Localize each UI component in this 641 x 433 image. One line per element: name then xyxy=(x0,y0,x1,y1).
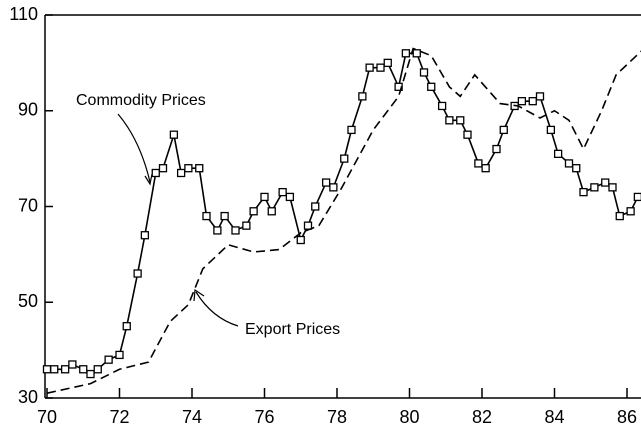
annotation-arrowhead xyxy=(193,288,205,302)
point xyxy=(140,231,150,240)
point xyxy=(260,192,269,202)
point xyxy=(546,125,556,135)
point xyxy=(42,365,52,374)
point xyxy=(365,63,374,72)
y-tick-label: 110 xyxy=(9,4,38,24)
annotation-arrowhead xyxy=(144,173,153,186)
point xyxy=(184,164,193,173)
point xyxy=(303,221,313,230)
point xyxy=(267,207,276,216)
point xyxy=(553,149,563,158)
point xyxy=(608,183,617,192)
point xyxy=(296,235,305,245)
annotation-arrow xyxy=(117,113,151,183)
point xyxy=(176,168,186,178)
point xyxy=(601,178,610,187)
y-tick-label: 70 xyxy=(18,195,38,215)
point xyxy=(412,49,421,58)
point xyxy=(242,221,251,230)
point xyxy=(535,92,545,101)
point xyxy=(419,68,429,77)
point xyxy=(93,365,102,374)
point xyxy=(122,322,131,331)
x-tick-label: 84 xyxy=(544,407,564,427)
point xyxy=(278,187,287,197)
annotation-arrow xyxy=(195,291,239,327)
x-tick-label: 70 xyxy=(37,407,57,427)
point xyxy=(499,125,508,135)
point xyxy=(285,192,295,202)
point xyxy=(329,183,338,192)
point xyxy=(133,269,142,278)
point xyxy=(401,49,411,58)
point xyxy=(579,187,588,197)
point xyxy=(220,211,229,221)
point xyxy=(158,164,168,173)
point xyxy=(195,164,204,173)
point xyxy=(169,130,179,139)
point xyxy=(456,116,465,125)
point xyxy=(311,202,320,211)
point xyxy=(50,365,59,374)
point xyxy=(376,63,385,72)
point xyxy=(358,92,367,101)
series-line xyxy=(46,47,641,394)
point xyxy=(572,164,581,173)
point xyxy=(151,168,160,178)
point xyxy=(633,192,641,202)
point xyxy=(564,159,574,168)
point xyxy=(213,226,222,235)
point xyxy=(481,164,490,173)
point xyxy=(517,97,527,106)
point xyxy=(68,360,77,369)
point xyxy=(463,130,472,139)
point xyxy=(202,211,211,221)
y-tick-label: 50 xyxy=(18,291,38,311)
annotation: Commodity Prices xyxy=(76,92,206,109)
point xyxy=(347,125,356,135)
point xyxy=(615,211,624,221)
point xyxy=(340,154,349,163)
x-tick-label: 76 xyxy=(254,407,274,427)
y-tick-label: 90 xyxy=(18,100,38,120)
point xyxy=(104,355,113,364)
point xyxy=(60,365,70,374)
point xyxy=(86,369,95,379)
point xyxy=(474,159,483,168)
annotation: Export Prices xyxy=(245,321,340,338)
x-tick-label: 82 xyxy=(472,407,492,427)
point xyxy=(249,207,258,216)
x-tick-label: 86 xyxy=(617,407,637,427)
point xyxy=(590,183,599,192)
point xyxy=(528,97,537,106)
x-tick-label: 78 xyxy=(327,407,347,427)
point xyxy=(492,144,501,154)
x-tick-label: 72 xyxy=(109,407,129,427)
point xyxy=(626,207,635,216)
point xyxy=(445,116,454,125)
point xyxy=(427,82,436,91)
y-tick-label: 30 xyxy=(18,387,38,407)
x-tick-label: 80 xyxy=(399,407,419,427)
point xyxy=(231,226,240,235)
point xyxy=(437,101,447,111)
point xyxy=(115,350,124,360)
point xyxy=(383,58,392,68)
point xyxy=(321,178,331,187)
x-tick-label: 74 xyxy=(182,407,202,427)
point xyxy=(79,365,88,374)
